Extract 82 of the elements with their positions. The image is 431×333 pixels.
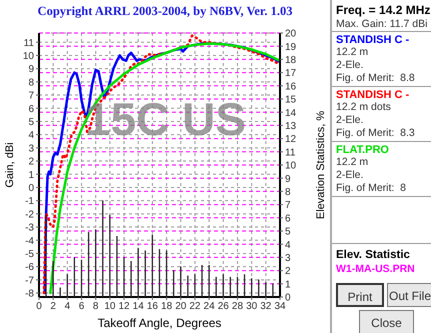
- x-tick-label: 30: [246, 301, 258, 312]
- y-tick-label: -8: [25, 288, 34, 300]
- text: 2-Ele.: [336, 114, 364, 127]
- y-tick-label: -3: [25, 222, 34, 234]
- y2-tick-label: 19: [285, 42, 297, 53]
- x-tick-label: 6: [78, 301, 85, 312]
- chart-title: Copyright ARRL 2003-2004, by N6BV, Ver. 1.03: [36, 4, 294, 19]
- y-tick-label: -5: [25, 248, 34, 260]
- x-tick-label: 0: [36, 301, 42, 312]
- x-axis-title: Takeoff Angle, Degrees: [98, 316, 222, 330]
- y2-tick-label: 9: [285, 174, 291, 185]
- x-tick-label: 28: [232, 301, 244, 312]
- text: STANDISH C -: [336, 34, 410, 46]
- x-tick-label: 12: [118, 301, 130, 312]
- y-tick-label: -1: [25, 196, 34, 208]
- text: Fig. of Merit: 8.8: [336, 72, 416, 85]
- y-tick-label: -6: [25, 262, 34, 274]
- text: Print: [336, 283, 384, 307]
- y-tick-label: 11: [24, 38, 34, 49]
- text: Fig. of Merit: 8: [336, 182, 408, 195]
- x-tick-label: 8: [92, 301, 99, 312]
- y2-tick-label: 12: [285, 134, 297, 146]
- y-tick-label: 9: [28, 64, 34, 76]
- y2-tick-label: 7: [285, 200, 291, 212]
- y2-tick-label: 14: [285, 108, 297, 119]
- y2-tick-label: 15: [285, 94, 297, 106]
- y2-tick-label: 6: [285, 213, 291, 224]
- y2-tick-label: 3: [285, 252, 291, 264]
- y2-tick-label: 1: [285, 279, 291, 290]
- y2-tick-label: 17: [285, 68, 297, 80]
- x-tick-label: 2: [50, 301, 56, 312]
- text: Freq. = 14.2 MHz: [336, 3, 430, 17]
- x-tick-label: 20: [175, 301, 187, 312]
- y-tick-label: 5: [28, 116, 34, 128]
- y2-tick-label: 2: [285, 266, 291, 278]
- x-tick-label: 16: [146, 301, 158, 312]
- y2-tick-label: 8: [285, 186, 291, 198]
- text: Elev. Statistic: [336, 249, 410, 261]
- x-tick-label: 24: [204, 301, 216, 312]
- x-tick-label: 10: [104, 301, 116, 312]
- x-tick-label: 32: [260, 301, 272, 312]
- text: 2-Ele.: [336, 59, 364, 72]
- y-tick-label: 8: [28, 77, 34, 88]
- y2-tick-label: 18: [285, 54, 297, 66]
- y2-tick-label: 20: [285, 28, 297, 40]
- text: 12.2 m: [336, 156, 370, 169]
- x-tick-label: 14: [132, 301, 144, 312]
- x-tick-label: 26: [218, 301, 230, 312]
- x-tick-label: 4: [64, 301, 71, 312]
- y2-tick-label: 11: [285, 147, 296, 158]
- y-tick-label: 7: [28, 90, 34, 102]
- y-tick-label: -7: [25, 275, 34, 286]
- x-tick-label: 18: [161, 301, 173, 312]
- text: W1-MA-US.PRN: [336, 263, 415, 275]
- text: Close: [359, 310, 414, 333]
- y2-tick-label: 13: [285, 120, 297, 132]
- text: Out File: [387, 283, 431, 307]
- text: STANDISH C -: [336, 89, 410, 101]
- y-tick-label: 3: [28, 143, 34, 154]
- text: 12.2 m: [336, 46, 370, 59]
- x-tick-label: 22: [189, 301, 201, 312]
- y2-tick-label: 10: [285, 160, 297, 172]
- y-tick-label: 6: [28, 104, 34, 115]
- y-tick-label: 2: [28, 156, 34, 168]
- x-tick-label: 34: [274, 301, 286, 312]
- text: 12.2 m dots: [336, 101, 392, 114]
- y-axis-title: Gain, dBi: [4, 142, 16, 188]
- y2-tick-label: 0: [285, 292, 291, 304]
- text: Fig. of Merit: 8.3: [336, 127, 416, 140]
- y-tick-label: -4: [25, 236, 34, 247]
- y2-tick-label: 16: [285, 81, 297, 92]
- y-tick-label: 0: [28, 182, 34, 194]
- text: Max. Gain: 11.7 dBi: [336, 18, 428, 30]
- text: FLAT.PRO: [336, 144, 390, 156]
- y-tick-label: 4: [28, 130, 34, 142]
- text: 2-Ele.: [336, 169, 364, 182]
- y-tick-label: -2: [25, 209, 34, 220]
- y2-axis-title: Elevation Statistics, %: [314, 110, 327, 220]
- y2-tick-label: 5: [285, 226, 291, 238]
- y-tick-label: 1: [28, 170, 34, 181]
- y2-tick-label: 4: [285, 240, 291, 251]
- y-tick-label: 10: [22, 50, 34, 62]
